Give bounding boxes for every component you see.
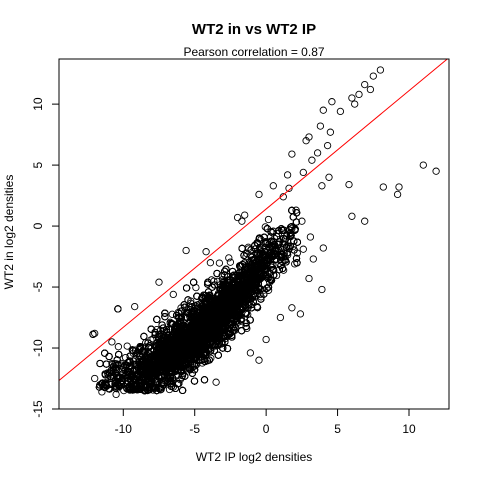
data-point xyxy=(262,335,270,344)
data-point xyxy=(241,211,249,219)
data-point xyxy=(306,233,315,241)
data-point xyxy=(326,128,335,136)
data-point xyxy=(292,206,300,214)
cloud-point xyxy=(225,254,233,262)
data-point xyxy=(299,168,307,177)
data-point xyxy=(323,141,332,150)
data-point xyxy=(276,313,285,322)
data-point xyxy=(419,161,427,169)
data-point xyxy=(351,100,359,108)
data-point xyxy=(269,182,277,190)
data-point xyxy=(328,98,336,106)
data-point xyxy=(319,244,327,252)
data-point xyxy=(376,66,385,74)
data-point xyxy=(202,248,210,256)
data-point xyxy=(379,183,387,191)
data-point xyxy=(91,374,99,383)
data-point xyxy=(369,72,377,80)
data-point xyxy=(361,80,369,89)
data-point xyxy=(302,137,310,145)
data-point xyxy=(318,182,326,190)
data-point xyxy=(313,149,322,157)
cloud-point xyxy=(261,223,269,231)
data-point xyxy=(325,173,333,181)
data-point xyxy=(395,183,403,191)
data-point xyxy=(336,107,345,116)
data-point xyxy=(319,106,327,114)
data-point xyxy=(366,85,375,94)
data-point xyxy=(288,304,296,312)
data-point xyxy=(206,259,215,267)
data-point xyxy=(246,349,255,357)
data-point xyxy=(285,184,293,192)
data-point xyxy=(296,310,305,318)
cloud-point xyxy=(264,215,273,224)
cloud-point xyxy=(123,342,131,350)
chart-title: WT2 in vs WT2 IP xyxy=(192,21,316,38)
data-point xyxy=(255,356,263,364)
data-point xyxy=(318,285,326,294)
data-point xyxy=(182,246,190,255)
data-point xyxy=(155,278,163,286)
data-point-cloud xyxy=(89,206,302,395)
data-point xyxy=(233,213,242,222)
cloud-point xyxy=(226,258,235,266)
data-point xyxy=(238,217,246,225)
data-point xyxy=(345,180,353,189)
chart-subtitle: Pearson correlation = 0.87 xyxy=(183,45,324,59)
data-point xyxy=(348,212,356,220)
cloud-point xyxy=(272,271,281,280)
data-point xyxy=(361,217,369,225)
data-point xyxy=(108,338,116,346)
cloud-point xyxy=(218,271,226,280)
data-point xyxy=(308,156,316,164)
data-point xyxy=(212,378,220,386)
data-point xyxy=(348,94,356,102)
data-point xyxy=(298,217,306,225)
data-point xyxy=(355,90,363,99)
data-point xyxy=(305,274,313,283)
data-point xyxy=(283,171,292,179)
data-point xyxy=(91,329,99,338)
data-point xyxy=(432,167,440,175)
cloud-point xyxy=(114,343,123,351)
data-point xyxy=(393,190,402,199)
data-point xyxy=(169,290,177,299)
cloud-point xyxy=(176,376,184,384)
data-point xyxy=(309,255,317,263)
data-point xyxy=(255,190,263,199)
data-point xyxy=(288,150,296,158)
data-point xyxy=(299,245,307,253)
cloud-point xyxy=(215,259,224,267)
cloud-point xyxy=(264,286,273,294)
data-point xyxy=(316,122,325,130)
cloud-point xyxy=(168,310,176,318)
data-point xyxy=(131,302,139,311)
